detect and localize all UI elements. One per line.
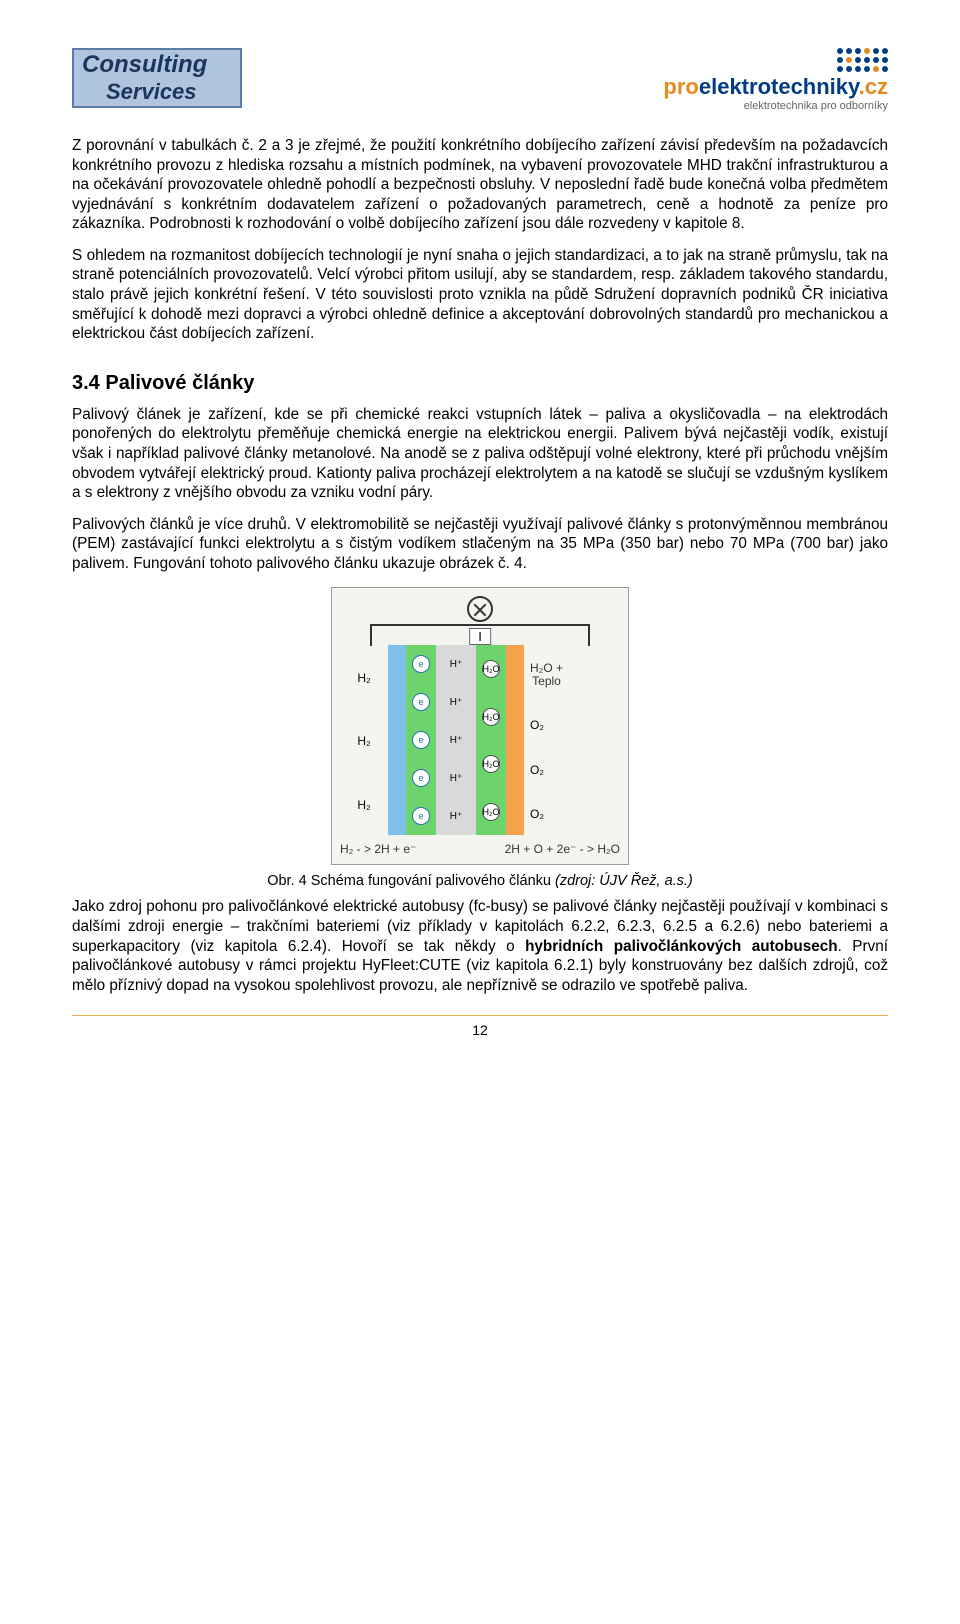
paragraph-1: Z porovnání v tabulkách č. 2 a 3 je zřej…	[72, 136, 888, 234]
caption-source: (zdroj: ÚJV Řež, a.s.)	[555, 873, 693, 889]
section-number: 3.4	[72, 372, 100, 394]
reaction-equations: H₂ - > 2H + e⁻ 2H + O + 2e⁻ - > H₂O	[340, 842, 620, 856]
left-inlet: H₂ H₂ H₂	[340, 646, 388, 836]
water-icon: H₂O	[482, 803, 500, 821]
water-icon: H₂O	[482, 660, 500, 678]
page-number: 12	[72, 1015, 888, 1038]
logo-proelektrotechniky: proelektrotechniky.cz elektrotechnika pr…	[663, 48, 888, 112]
reaction-cathode: 2H + O + 2e⁻ - > H₂O	[505, 842, 620, 856]
logo-right-brand: proelektrotechniky.cz	[663, 74, 888, 100]
bold-hybrid-buses: hybridních palivočlánkových autobusech	[525, 938, 838, 955]
lamp-icon	[467, 596, 493, 622]
paragraph-5: Jako zdroj pohonu pro palivočlánkové ele…	[72, 897, 888, 995]
section-heading: 3.4 Palivové články	[72, 372, 888, 395]
circuit-bus: I	[370, 624, 590, 646]
reaction-anode: H₂ - > 2H + e⁻	[340, 842, 416, 856]
cathode-strip	[506, 645, 524, 835]
logo-left-line2: Services	[82, 79, 240, 105]
cathode-diffusion: H₂O H₂O H₂O H₂O	[476, 645, 506, 835]
figure-4: I H₂ H₂ H₂ e e e e e	[72, 587, 888, 889]
fuel-cell-diagram: I H₂ H₂ H₂ e e e e e	[331, 587, 629, 865]
section-title: Palivové články	[105, 372, 254, 394]
electron-icon: e	[412, 807, 430, 825]
water-icon: H₂O	[482, 708, 500, 726]
electron-icon: e	[412, 655, 430, 673]
right-inlet: H₂O + Teplo O₂ O₂ O₂	[524, 646, 578, 836]
cell-stack: e e e e e H⁺ H⁺ H⁺ H⁺ H⁺ H₂O	[388, 645, 524, 835]
paragraph-4: Palivových článků je více druhů. V elekt…	[72, 515, 888, 574]
caption-label: Obr. 4 Schéma fungování palivového článk…	[267, 873, 555, 889]
logo-dots-icon	[834, 48, 888, 72]
paragraph-3: Palivový článek je zařízení, kde se při …	[72, 405, 888, 503]
out-label: H₂O + Teplo	[530, 662, 563, 688]
anode-diffusion: e e e e e	[406, 645, 436, 835]
anode-strip	[388, 645, 406, 835]
membrane-strip: H⁺ H⁺ H⁺ H⁺ H⁺	[436, 645, 476, 835]
logo-left-line1: Consulting	[82, 51, 240, 79]
logo-right-tagline: elektrotechnika pro odborníky	[663, 100, 888, 112]
logo-consulting-services: Consulting Services	[72, 48, 242, 108]
electron-icon: e	[412, 769, 430, 787]
electron-icon: e	[412, 731, 430, 749]
paragraph-2: S ohledem na rozmanitost dobíjecích tech…	[72, 246, 888, 344]
electron-icon: e	[412, 693, 430, 711]
water-icon: H₂O	[482, 755, 500, 773]
current-label: I	[469, 628, 491, 645]
figure-caption: Obr. 4 Schéma fungování palivového článk…	[72, 873, 888, 889]
